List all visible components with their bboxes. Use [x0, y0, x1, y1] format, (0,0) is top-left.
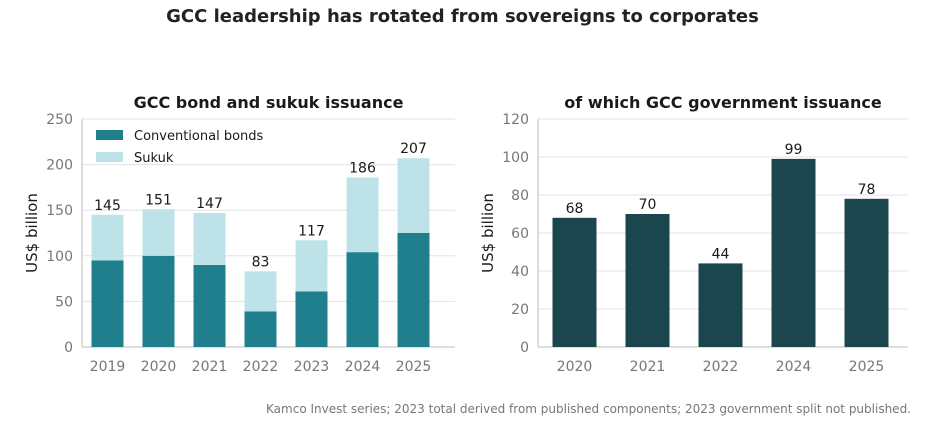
bar-conventional	[142, 255, 175, 347]
data-label: 117	[298, 223, 325, 239]
bar-government	[844, 198, 889, 347]
legend: Conventional bonds Sukuk	[96, 129, 264, 166]
data-label: 70	[639, 197, 657, 213]
x-tick-label: 2019	[90, 359, 126, 375]
y-tick-label: 200	[46, 158, 73, 174]
data-label: 207	[400, 141, 427, 157]
y-tick-label: 0	[520, 340, 529, 356]
bar-sukuk	[91, 214, 124, 261]
bar-conventional	[193, 264, 226, 347]
y-tick-label: 150	[46, 203, 73, 219]
bar-sukuk	[397, 158, 430, 233]
x-tick-label: 2020	[557, 359, 593, 375]
data-label: 186	[349, 160, 376, 176]
bar-conventional	[346, 252, 379, 347]
data-label: 83	[252, 254, 270, 270]
x-tick-label: 2022	[243, 359, 279, 375]
bar-sukuk	[193, 212, 226, 265]
y-tick-label: 250	[46, 112, 73, 128]
x-tick-label: 2021	[630, 359, 666, 375]
bar-sukuk	[244, 271, 277, 312]
y-tick-label: 100	[502, 150, 529, 166]
figure-title: GCC leadership has rotated from sovereig…	[166, 6, 759, 27]
data-label: 99	[785, 142, 803, 158]
bar-sukuk	[142, 209, 175, 256]
y-tick-label: 0	[64, 340, 73, 356]
y-axis-label: US$ billion	[479, 193, 497, 273]
x-tick-label: 2024	[345, 359, 381, 375]
right-chart: 0 20 40 60 80 100 120 68 70 44 99 78 2020 2021 2022 202…	[479, 93, 908, 375]
bar-conventional	[244, 311, 277, 347]
y-tick-label: 20	[511, 302, 529, 318]
data-label: 68	[566, 201, 584, 217]
y-tick-label: 50	[55, 294, 73, 310]
x-tick-label: 2021	[192, 359, 228, 375]
bar-sukuk	[346, 177, 379, 253]
y-tick-label: 100	[46, 249, 73, 265]
x-tick-label: 2023	[294, 359, 330, 375]
x-tick-label: 2025	[849, 359, 885, 375]
data-label: 78	[858, 182, 876, 198]
bar-sukuk	[295, 240, 328, 292]
legend-swatch	[96, 130, 123, 140]
bar-conventional	[295, 291, 328, 347]
bar-government	[552, 217, 597, 347]
x-tick-label: 2024	[776, 359, 812, 375]
left-chart: 0 50 100 150 200 250 145 151 147 83 117 186 207 2019 2…	[23, 93, 455, 375]
data-label: 145	[94, 198, 121, 214]
bar-government	[698, 263, 743, 347]
y-tick-label: 40	[511, 264, 529, 280]
y-tick-label: 60	[511, 226, 529, 242]
y-tick-label: 80	[511, 188, 529, 204]
chart-title: GCC bond and sukuk issuance	[134, 93, 404, 112]
bar-conventional	[397, 233, 430, 347]
footnote: Kamco Invest series; 2023 total derived …	[266, 402, 911, 416]
legend-label: Sukuk	[134, 151, 174, 166]
y-axis-label: US$ billion	[23, 193, 41, 273]
bar-government	[771, 158, 816, 347]
legend-label: Conventional bonds	[134, 129, 264, 144]
data-label: 44	[712, 246, 730, 262]
legend-swatch	[96, 152, 123, 162]
x-tick-label: 2020	[141, 359, 177, 375]
bar-conventional	[91, 260, 124, 347]
data-label: 151	[145, 192, 172, 208]
chart-title: of which GCC government issuance	[564, 93, 882, 112]
data-label: 147	[196, 196, 223, 212]
y-tick-label: 120	[502, 112, 529, 128]
x-tick-label: 2025	[396, 359, 432, 375]
bar-government	[625, 214, 670, 347]
x-tick-label: 2022	[703, 359, 739, 375]
